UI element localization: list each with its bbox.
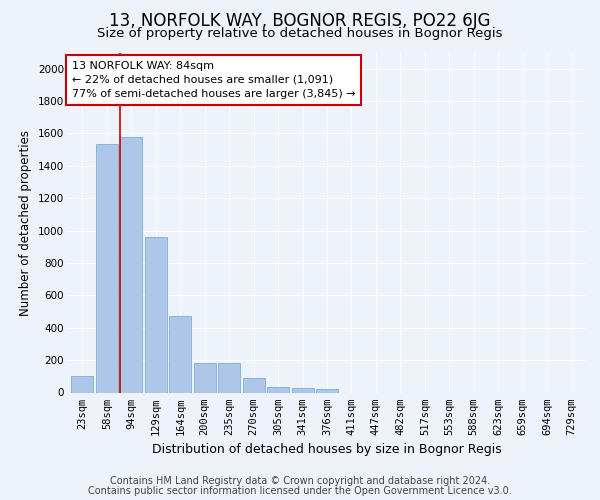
Bar (316, 390, 338, 392)
Bar (242, 378, 265, 392)
Text: 13, NORFOLK WAY, BOGNOR REGIS, PO22 6JG: 13, NORFOLK WAY, BOGNOR REGIS, PO22 6JG (109, 12, 491, 30)
Text: Contains HM Land Registry data © Crown copyright and database right 2024.: Contains HM Land Registry data © Crown c… (110, 476, 490, 486)
Bar (96, 144, 118, 392)
Bar (71, 376, 94, 392)
X-axis label: Distribution of detached houses by size in Bognor Regis: Distribution of detached houses by size … (152, 443, 502, 456)
Bar (218, 362, 240, 392)
Text: Contains public sector information licensed under the Open Government Licence v3: Contains public sector information licen… (88, 486, 512, 496)
Bar (121, 136, 142, 392)
Text: 13 NORFOLK WAY: 84sqm
← 22% of detached houses are smaller (1,091)
77% of semi-d: 13 NORFOLK WAY: 84sqm ← 22% of detached … (71, 61, 355, 99)
Text: Size of property relative to detached houses in Bognor Regis: Size of property relative to detached ho… (97, 28, 503, 40)
Bar (194, 362, 216, 392)
Bar (292, 388, 314, 392)
Bar (267, 386, 289, 392)
Bar (145, 237, 167, 392)
Bar (169, 316, 191, 392)
Y-axis label: Number of detached properties: Number of detached properties (19, 130, 32, 316)
